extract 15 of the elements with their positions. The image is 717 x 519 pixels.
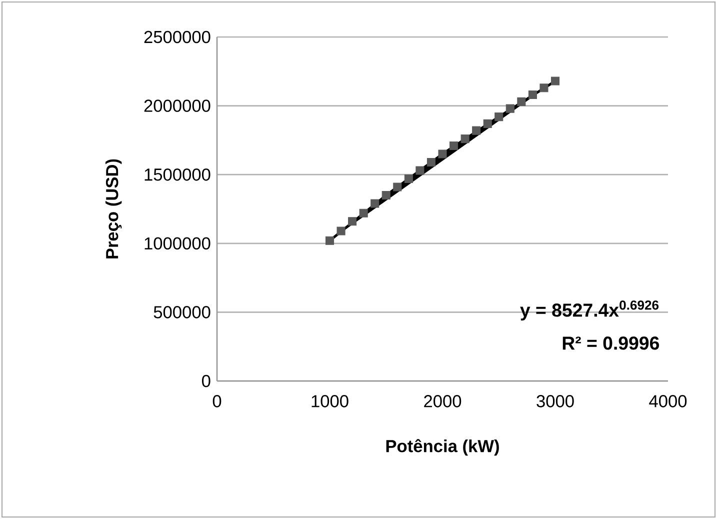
y-tick-label: 2500000 — [144, 30, 210, 44]
x-tick-label: 0 — [212, 395, 222, 408]
x-tick-label: 2000 — [424, 395, 462, 408]
y-tick-label: 500000 — [154, 306, 210, 318]
annotation: y = 8527.4x$^{0.6926}$ — [520, 300, 659, 320]
x-tick-label: 1000 — [312, 395, 348, 408]
y-tick-label: 1000000 — [144, 237, 210, 250]
x-tick-label: 3000 — [536, 395, 574, 408]
y-tick-label: 1500000 — [144, 168, 210, 181]
y-tick-label: 2000000 — [144, 100, 210, 112]
x-tick-label: 4000 — [649, 395, 687, 408]
x-axis-title: Potência (kW) — [386, 439, 499, 456]
y-tick-label: 0 — [202, 374, 210, 388]
y-axis-title: Preço (USD) — [105, 159, 122, 258]
annotation: R² = 0.9996 — [562, 336, 659, 350]
